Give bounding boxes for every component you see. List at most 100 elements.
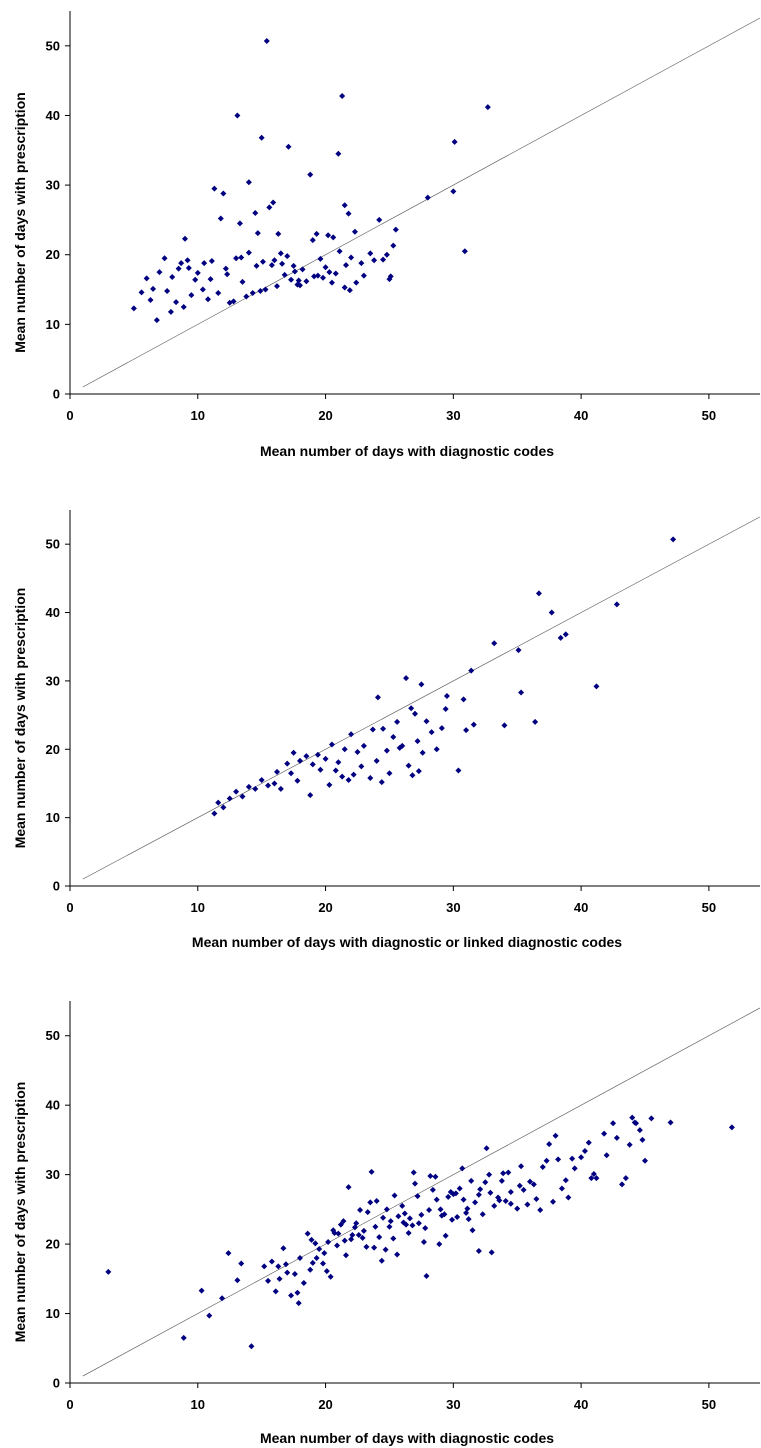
data-point: [415, 1220, 422, 1227]
data-point: [297, 1254, 303, 1261]
data-point: [626, 1141, 633, 1148]
data-point: [461, 248, 468, 255]
data-point: [445, 1193, 452, 1200]
data-point: [294, 1289, 301, 1296]
data-point: [578, 1154, 585, 1161]
data-point: [184, 257, 191, 264]
data-point: [238, 254, 245, 261]
data-point: [565, 1194, 572, 1201]
data-point: [309, 761, 316, 768]
data-point: [175, 265, 182, 272]
data-point: [314, 272, 321, 279]
y-tick-label: 10: [46, 810, 60, 825]
data-point: [254, 230, 261, 237]
data-point: [437, 1206, 444, 1213]
data-point: [390, 733, 397, 740]
data-point: [290, 262, 297, 269]
data-point: [226, 795, 233, 802]
data-point: [259, 258, 266, 265]
data-point: [409, 1222, 416, 1229]
data-point: [468, 667, 475, 674]
data-point: [383, 251, 390, 258]
data-point: [290, 749, 297, 756]
data-point: [252, 785, 259, 792]
data-point: [178, 260, 185, 267]
data-point: [367, 250, 374, 257]
data-point: [217, 215, 224, 222]
data-point: [486, 1171, 493, 1178]
data-point: [348, 1236, 355, 1243]
data-point: [571, 1165, 578, 1172]
data-point: [590, 1170, 597, 1177]
data-point: [514, 1205, 521, 1212]
data-point: [322, 755, 329, 762]
data-point: [309, 1259, 316, 1266]
y-tick-label: 30: [46, 178, 60, 193]
data-point: [353, 279, 360, 286]
data-point: [619, 1181, 625, 1188]
data-point: [382, 1246, 389, 1253]
data-point: [539, 1163, 546, 1170]
data-point: [507, 1200, 514, 1207]
data-point: [368, 1168, 375, 1175]
y-tick-label: 10: [46, 317, 60, 332]
data-point: [562, 1177, 569, 1184]
data-point: [257, 287, 264, 294]
data-point: [274, 768, 280, 775]
data-point: [463, 1209, 470, 1216]
data-point: [432, 1173, 439, 1180]
data-point: [303, 753, 310, 760]
data-point: [351, 228, 358, 235]
data-point: [130, 305, 137, 312]
data-point: [275, 1263, 282, 1270]
data-point: [234, 112, 241, 119]
data-point: [153, 317, 160, 324]
data-point: [527, 1178, 533, 1185]
data-point: [268, 1258, 275, 1265]
data-point: [323, 1268, 330, 1275]
data-point: [236, 220, 243, 227]
data-point: [593, 1175, 600, 1182]
data-point: [224, 271, 231, 278]
data-point: [284, 253, 291, 260]
reference-line: [82, 516, 761, 880]
data-point: [488, 1249, 495, 1256]
y-tick-label: 20: [46, 1237, 60, 1252]
data-point: [336, 248, 343, 255]
data-point: [603, 1152, 610, 1159]
data-point: [477, 1186, 484, 1193]
data-point: [520, 1186, 527, 1193]
data-point: [194, 269, 201, 276]
data-point: [562, 631, 569, 638]
data-point: [475, 1191, 482, 1198]
data-point: [422, 1225, 429, 1232]
data-point: [386, 770, 393, 777]
data-point: [373, 1198, 380, 1205]
data-point: [198, 1287, 205, 1294]
data-point: [408, 705, 415, 712]
data-point: [188, 292, 195, 299]
data-point: [383, 747, 390, 754]
data-point: [447, 1189, 454, 1195]
data-point: [327, 1273, 334, 1280]
data-point: [299, 266, 306, 273]
data-point: [372, 1223, 379, 1230]
x-tick-label: 30: [446, 1397, 460, 1412]
data-point: [219, 1295, 226, 1302]
data-point: [206, 1312, 213, 1319]
y-tick-label: 50: [46, 537, 60, 552]
scatter-panel-3: 0 10 20 30 40 50 0 10 20 30 40 50 Mean number of day…: [12, 1001, 761, 1446]
data-point: [533, 1195, 540, 1202]
x-tick-label: 0: [66, 408, 73, 423]
y-tick-label: 40: [46, 605, 60, 620]
data-point: [341, 1237, 348, 1244]
data-point: [442, 1232, 449, 1239]
data-point: [426, 1207, 433, 1214]
data-point: [284, 760, 291, 767]
y-tick-label: 50: [46, 1028, 60, 1043]
data-point: [343, 262, 349, 269]
data-point: [297, 757, 303, 764]
data-point: [358, 763, 365, 770]
data-point: [463, 727, 470, 734]
